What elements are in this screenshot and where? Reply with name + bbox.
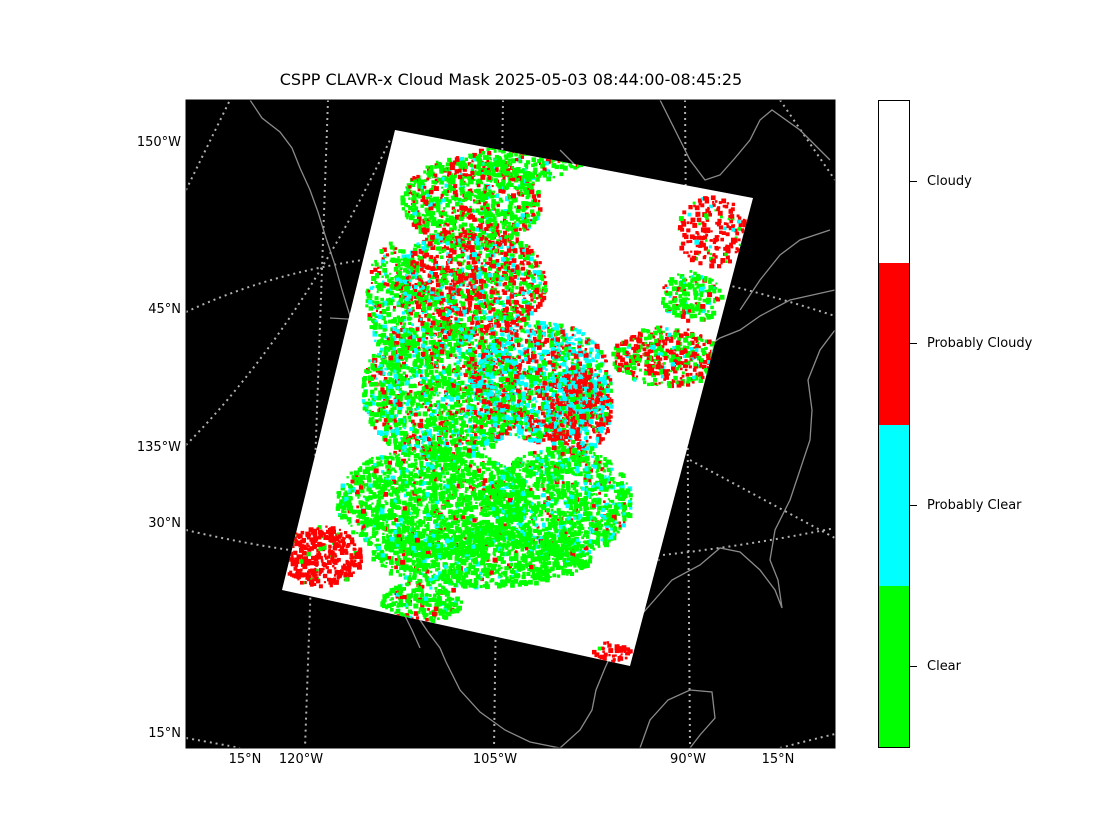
lat-label: 135°W [136,440,181,455]
lat-label: 45°N [148,302,181,317]
lon-label: 15°N [761,752,795,767]
map-title: CSPP CLAVR-x Cloud Mask 2025-05-03 08:44… [279,70,743,89]
lat-label: 150°W [136,135,181,150]
colorbar-segment-cloudy [879,101,909,263]
colorbar-segment-probably-cloudy [879,263,909,425]
legend-label-probably-clear: Probably Clear [927,498,1022,513]
lon-label: 15°N [228,752,262,767]
colorbar-segment-clear [879,586,909,747]
lon-label: 105°W [472,752,518,767]
legend-label-cloudy: Cloudy [927,174,972,189]
colorbar-tick [910,666,917,667]
colorbar-tick [910,343,917,344]
lon-label: 90°W [670,752,706,767]
colorbar-segment-probably-clear [879,425,909,586]
colorbar-tick [910,181,917,182]
lon-label: 120°W [278,752,324,767]
lat-label: 15°N [148,726,181,741]
lat-label: 30°N [148,516,181,531]
map-frame [185,99,836,749]
colorbar [878,100,910,748]
legend-label-probably-cloudy: Probably Cloudy [927,336,1033,351]
legend-label-clear: Clear [927,659,961,674]
colorbar-tick [910,505,917,506]
